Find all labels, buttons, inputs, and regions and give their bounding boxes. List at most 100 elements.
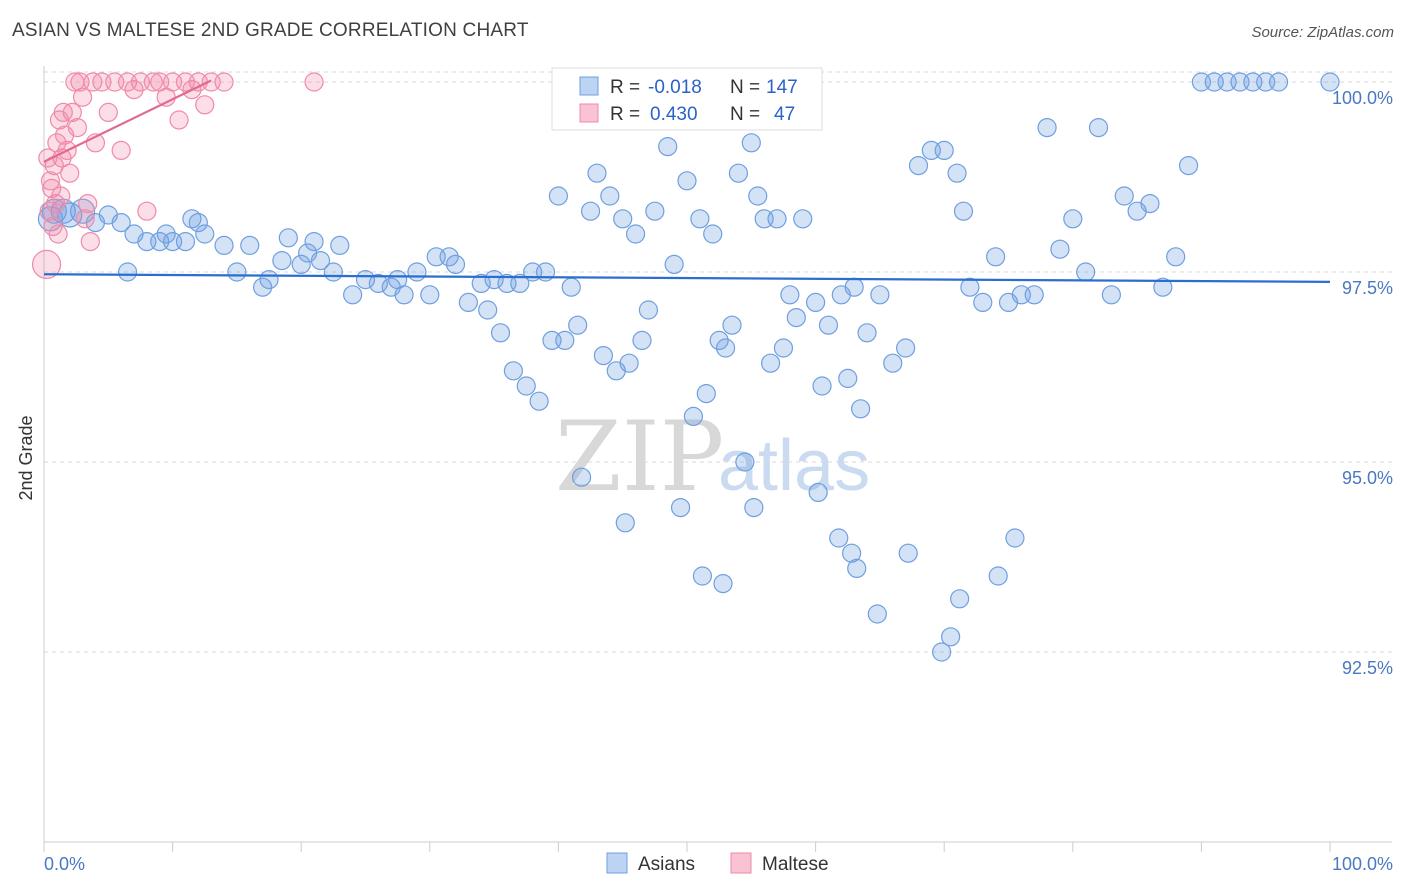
asian-point: [709, 330, 729, 350]
asian-point: [773, 338, 794, 358]
asian-point: [1024, 285, 1044, 305]
asian-point: [898, 543, 918, 563]
asian-point: [728, 163, 749, 183]
asian-point: [272, 251, 292, 271]
maltese-point: [195, 95, 215, 115]
y-tick-label-3: 100.0%: [1332, 88, 1393, 108]
asian-point: [638, 300, 659, 320]
asian-point: [1140, 194, 1160, 214]
asian-point: [748, 186, 768, 206]
asian-point: [394, 285, 414, 305]
asian-point: [780, 285, 800, 305]
asian-point: [829, 528, 849, 548]
asian-point: [304, 232, 324, 252]
asian-point: [555, 330, 575, 350]
legend-r-label-2: R =: [610, 104, 640, 125]
asian-point: [529, 391, 549, 411]
y-tick-labels: 92.5% 95.0% 97.5% 100.0%: [1332, 88, 1393, 678]
asian-point: [851, 399, 871, 419]
asian-point: [722, 315, 742, 335]
legend-n-value-2: 47: [774, 104, 795, 125]
asian-point: [587, 163, 607, 183]
maltese-point: [40, 171, 61, 191]
asian-point: [696, 384, 716, 404]
asian-point: [613, 209, 633, 229]
asian-point: [156, 224, 176, 244]
asian-point: [253, 277, 273, 297]
asian-point: [645, 201, 665, 221]
asians-trend-line: [43, 273, 1331, 283]
asian-point: [625, 224, 646, 244]
asian-point: [458, 292, 478, 312]
asian-point: [883, 353, 903, 373]
maltese-point: [214, 72, 234, 92]
asian-point: [932, 642, 952, 662]
asian-point: [670, 498, 691, 518]
asian-point: [1076, 262, 1096, 282]
asian-point: [548, 186, 569, 206]
asian-point: [368, 273, 388, 293]
legend-swatch-maltese-bottom: [730, 852, 752, 874]
asian-point: [1005, 528, 1025, 548]
maltese-points: [31, 72, 324, 279]
asian-point: [805, 292, 826, 312]
asian-point: [561, 277, 581, 297]
y-tick-label-2: 97.5%: [1342, 278, 1393, 298]
asian-point: [580, 201, 601, 221]
asian-point: [278, 228, 298, 248]
asian-point: [960, 277, 980, 297]
maltese-point: [98, 102, 118, 123]
asian-point: [407, 262, 427, 282]
legend-swatch-asians: [579, 76, 599, 96]
asian-point: [1114, 186, 1134, 206]
asian-point: [1101, 285, 1121, 305]
maltese-point: [39, 201, 59, 221]
asian-point: [619, 353, 639, 373]
asian-point: [744, 498, 764, 518]
trend-lines: [43, 79, 1331, 283]
asian-point: [175, 232, 196, 252]
source-label: Source: ZipAtlas.com: [1251, 24, 1394, 41]
legend-r-value-2: 0.430: [650, 104, 698, 125]
asian-point: [941, 627, 961, 647]
asian-point: [703, 224, 723, 244]
asian-point: [600, 186, 620, 206]
x-tick-label-max: 100.0%: [1332, 854, 1393, 874]
asian-point: [571, 467, 592, 487]
asian-point: [516, 376, 536, 396]
maltese-point: [169, 110, 189, 130]
asian-point: [227, 262, 247, 282]
asian-point: [973, 292, 993, 312]
asian-point: [1063, 209, 1083, 229]
asian-point: [953, 201, 974, 221]
asian-point: [870, 285, 890, 305]
asian-point: [1153, 277, 1173, 297]
asian-point: [741, 133, 761, 153]
asian-point: [838, 368, 858, 388]
asian-point: [844, 277, 864, 297]
chart-title: ASIAN VS MALTESE 2ND GRADE CORRELATION C…: [12, 20, 529, 41]
asian-point: [847, 558, 867, 579]
legend-swatch-asians-bottom: [606, 852, 628, 874]
asian-point: [195, 224, 215, 244]
asian-point: [658, 137, 678, 157]
asian-point: [950, 589, 970, 609]
asian-point: [439, 247, 459, 267]
asian-point: [896, 338, 916, 358]
maltese-point: [124, 79, 144, 100]
legend-n-label-1: N =: [730, 77, 760, 98]
x-tick-label-min: 0.0%: [44, 854, 85, 874]
asian-point: [867, 604, 887, 624]
asian-point: [593, 346, 614, 366]
maltese-point: [60, 163, 80, 183]
asian-point: [510, 273, 530, 293]
asian-point: [677, 171, 697, 191]
asian-point: [1320, 72, 1340, 92]
asian-point: [818, 315, 839, 335]
asian-point: [1268, 72, 1289, 92]
asian-point: [503, 361, 523, 381]
asian-point: [478, 300, 498, 320]
legend-label-maltese: Maltese: [762, 854, 829, 875]
asian-point: [767, 209, 787, 229]
asian-point: [857, 323, 877, 343]
